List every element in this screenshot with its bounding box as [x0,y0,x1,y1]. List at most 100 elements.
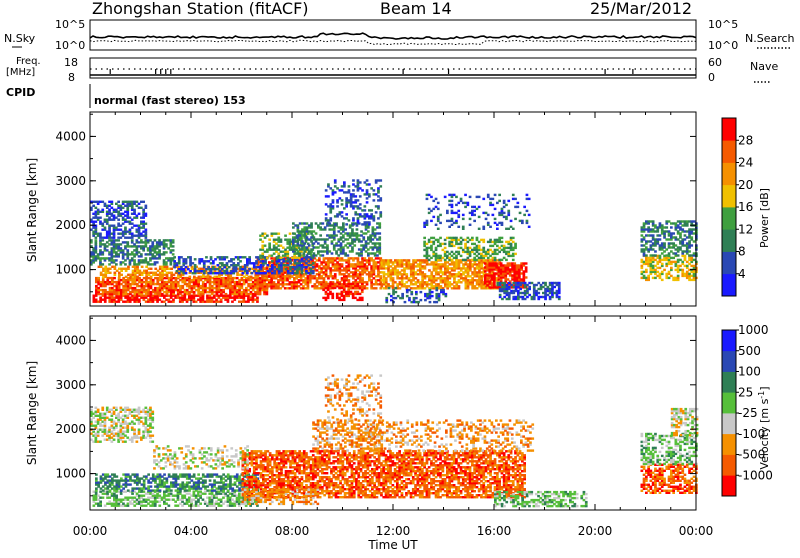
data-cell [435,287,438,289]
data-cell [512,241,515,243]
data-cell [341,185,344,187]
data-cell [134,266,137,268]
data-cell [496,253,499,255]
data-cell [379,275,382,277]
data-cell [508,282,511,284]
data-cell [306,236,309,238]
data-cell [460,281,463,283]
data-cell [176,262,179,264]
data-cell [217,272,220,274]
data-cell [429,289,432,291]
data-cell [324,250,327,252]
data-cell [347,254,350,256]
data-cell [152,272,155,274]
data-cell [211,281,214,283]
data-cell [345,191,348,193]
data-cell [341,287,344,289]
data-cell [108,243,111,245]
data-cell [273,239,276,241]
data-cell [514,206,517,208]
data-cell [332,269,335,271]
data-cell [446,237,449,239]
data-cell [482,247,485,249]
data-cell [231,301,234,303]
data-cell [352,271,355,273]
data-cell [255,272,258,274]
data-cell [249,297,252,299]
data-cell [356,291,359,293]
data-cell [517,282,520,284]
data-cell [115,239,118,241]
data-cell [469,196,472,198]
data-cell [316,259,319,261]
data-cell [166,281,169,283]
data-cell [659,234,662,236]
data-cell [544,282,547,284]
data-cell [140,253,143,255]
data-cell [372,252,375,254]
data-cell [478,216,481,218]
data-cell [368,257,371,259]
data-cell [113,255,116,257]
data-cell [108,239,111,241]
data-cell [147,253,150,255]
data-cell [476,279,479,281]
data-cell [122,285,125,287]
data-cell [95,201,98,203]
data-cell [120,274,123,276]
data-cell [206,295,209,297]
data-cell [471,206,474,208]
data-cell [334,263,337,265]
data-cell [310,240,313,242]
data-cell [432,200,435,202]
data-cell [268,239,271,241]
data-cell [271,264,274,266]
data-cell [373,193,376,195]
data-cell [301,234,304,236]
data-cell [352,193,355,195]
data-cell [156,277,159,279]
data-cell [192,262,195,264]
data-cell [150,268,153,270]
data-cell [528,226,531,228]
data-cell [350,193,353,195]
data-cell [377,265,380,267]
data-cell [310,230,313,232]
data-cell [336,187,339,189]
data-cell [442,249,445,251]
data-cell [220,289,223,291]
data-cell [484,274,487,276]
data-cell [372,246,375,248]
data-cell [519,212,522,214]
data-cell [412,259,415,261]
data-cell [124,263,127,265]
data-cell [226,262,229,264]
data-cell [661,242,664,244]
data-cell [213,287,216,289]
data-cell [368,221,371,223]
data-cell [693,259,696,261]
data-cell [207,260,210,262]
data-cell [378,236,381,238]
data-cell [650,234,653,236]
data-cell [498,222,501,224]
data-cell [264,233,267,235]
data-cell [195,301,198,303]
data-cell [432,216,435,218]
data-cell [522,292,525,294]
data-cell [120,237,123,239]
data-cell [307,264,310,266]
data-cell [365,250,368,252]
data-cell [297,234,300,236]
data-cell [354,291,357,293]
data-cell [348,273,351,275]
data-cell [478,245,481,247]
data-cell [117,239,120,241]
data-cell [282,264,285,266]
data-cell [334,179,337,181]
data-cell [334,273,337,275]
data-cell [507,251,510,253]
data-cell [170,272,173,274]
data-cell [478,253,481,255]
data-cell [129,283,132,285]
